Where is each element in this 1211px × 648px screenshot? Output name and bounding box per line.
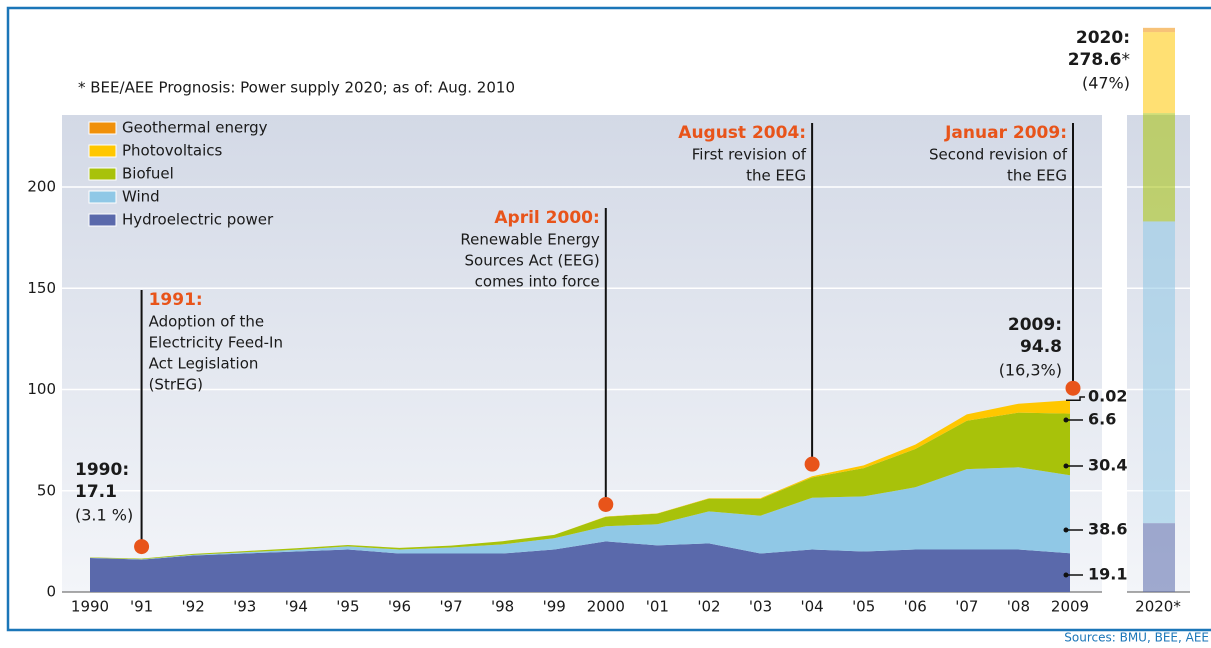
x-tick-label: 2009	[1051, 598, 1089, 616]
total-number: 94.8	[1020, 337, 1062, 357]
x-tick-label: '03	[749, 598, 772, 616]
total-share: (16,3%)	[999, 361, 1062, 380]
annotation-title: 1991:	[149, 290, 203, 310]
y-tick-label: 150	[27, 279, 56, 297]
leader-dot	[1063, 463, 1069, 469]
annotation-dot	[1065, 380, 1081, 396]
x-tick-label: '01	[646, 598, 669, 616]
total-number: 278.6	[1068, 50, 1122, 70]
area	[90, 467, 1070, 560]
leader-dot	[1063, 572, 1069, 578]
total-value: 278.6*	[1068, 50, 1130, 70]
total-share: (3.1 %)	[75, 506, 133, 525]
segment-label: 6.6	[1088, 410, 1116, 429]
x-tick-label: 1990	[71, 598, 109, 616]
x-tick-label: '97	[439, 598, 462, 616]
x-tick-label: '08	[1007, 598, 1030, 616]
x-tick-label: '91	[130, 598, 153, 616]
total-mark: *	[1122, 50, 1131, 70]
annotation-text: the EEG	[1007, 167, 1067, 185]
frame	[6, 6, 1211, 632]
annotation-text: Adoption of the	[149, 313, 265, 331]
y-tick-label: 100	[27, 380, 56, 398]
annotation-text: Sources Act (EEG)	[465, 252, 600, 270]
area	[90, 412, 1070, 560]
annotation-text: comes into force	[475, 273, 600, 291]
area	[90, 541, 1070, 592]
forecast-bar	[1143, 113, 1175, 222]
y-tick-label: 0	[46, 583, 56, 601]
annotation-text: (StrEG)	[149, 376, 203, 394]
x-tick-label: '05	[852, 598, 875, 616]
annotation-title: Januar 2009:	[944, 123, 1067, 143]
segment-label: 38.6	[1088, 520, 1127, 539]
source: Sources: BMU, BEE, AEE	[1064, 631, 1209, 645]
segment-label: 30.4	[1088, 456, 1127, 475]
legend-swatch	[88, 213, 117, 227]
area	[90, 400, 1070, 559]
legend-swatch	[88, 144, 117, 158]
x-tick-label: '92	[182, 598, 205, 616]
forecast-bar	[1143, 221, 1175, 524]
legend-swatch	[88, 190, 117, 204]
x-tick-label: '06	[904, 598, 927, 616]
x-tick-label: '98	[491, 598, 514, 616]
x-tick-label: '07	[955, 598, 978, 616]
x-tick-label: '93	[233, 598, 256, 616]
total-label: 2020:	[1076, 28, 1130, 48]
y-tick-label: 200	[27, 178, 56, 196]
x-tick-label: 2000	[587, 598, 625, 616]
annotation-dot	[804, 456, 820, 472]
annotation-dot	[598, 496, 614, 512]
segment-label: 0.02	[1088, 387, 1127, 406]
x-tick-label: '96	[388, 598, 411, 616]
forecast-bar	[1143, 32, 1175, 114]
x-tick-label: '02	[697, 598, 720, 616]
legend-swatch	[88, 167, 117, 181]
annotation-title: April 2000:	[494, 208, 599, 228]
footnote: * BEE/AEE Prognosis: Power supply 2020; …	[78, 79, 515, 97]
total-number: 17.1	[75, 482, 117, 502]
x-tick-label: '99	[543, 598, 566, 616]
x-tick-label: '95	[336, 598, 359, 616]
y-tick-label: 50	[37, 481, 56, 499]
leader-dot	[1063, 417, 1069, 423]
leader-dot	[1063, 527, 1069, 533]
annotation-text: First revision of	[692, 146, 807, 164]
annotation-text: Renewable Energy	[460, 231, 599, 249]
annotation-text: Electricity Feed-In	[149, 334, 283, 352]
total-share: (47%)	[1082, 74, 1130, 93]
forecast-bar	[1143, 523, 1175, 592]
annotation-title: August 2004:	[678, 123, 806, 143]
annotation-text: the EEG	[746, 167, 806, 185]
legend-label: Geothermal energy	[122, 119, 268, 137]
segment-label: 19.1	[1088, 565, 1127, 584]
total-value: 17.1	[75, 482, 117, 502]
legend-label: Biofuel	[122, 165, 174, 183]
legend-label: Wind	[122, 188, 160, 206]
annotation-text: Second revision of	[929, 146, 1068, 164]
annotation-text: Act Legislation	[149, 355, 259, 373]
total-label: 1990:	[75, 460, 129, 480]
x-tick-label: 2020*	[1135, 598, 1181, 616]
total-label: 2009:	[1008, 315, 1062, 335]
x-tick-label: '94	[285, 598, 308, 616]
legend-label: Hydroelectric power	[122, 211, 274, 229]
leader	[1066, 396, 1085, 401]
total-value: 94.8	[1020, 337, 1062, 357]
x-tick-label: '04	[800, 598, 823, 616]
legend-swatch	[88, 121, 117, 135]
forecast-bar	[1143, 27, 1175, 33]
legend-label: Photovoltaics	[122, 142, 222, 160]
annotation-dot	[134, 539, 150, 555]
